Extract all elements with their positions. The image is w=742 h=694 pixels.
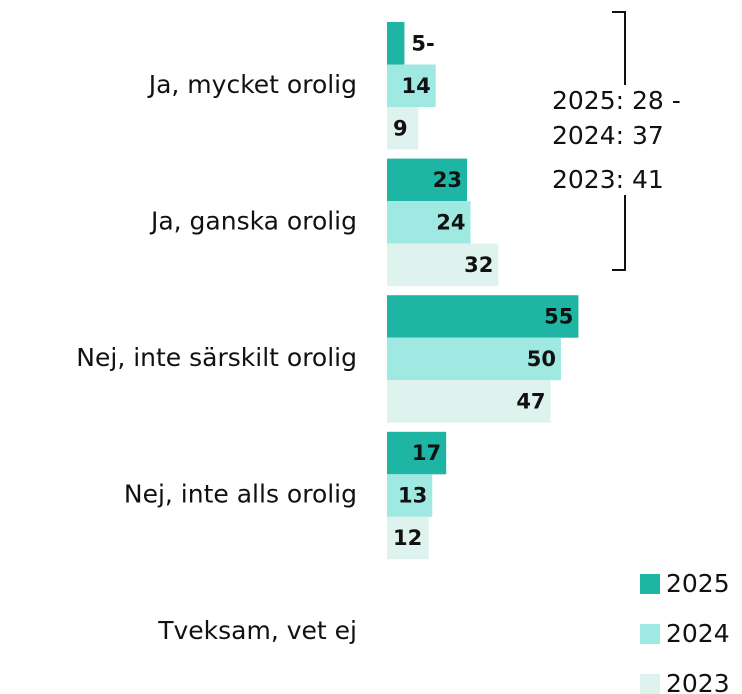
value-label: 12 <box>393 526 422 550</box>
annotation: 2023: 41 <box>552 165 664 194</box>
bar <box>387 431 447 475</box>
category-label: Ja, mycket orolig <box>147 70 357 99</box>
value-label: 17 <box>412 441 441 465</box>
annotation: 2025: 28 - <box>552 86 681 115</box>
value-label: 32 <box>464 253 493 277</box>
value-label: 24 <box>436 210 465 234</box>
legend-swatch <box>640 674 660 694</box>
legend-swatch <box>640 574 660 594</box>
annotation: 2024: 37 <box>552 121 664 150</box>
bar <box>387 22 405 65</box>
bar <box>387 64 436 107</box>
category-label: Nej, inte särskilt orolig <box>76 343 357 372</box>
value-label: 5- <box>411 31 434 55</box>
legend-label: 2024 <box>666 619 730 648</box>
bracket <box>612 11 626 271</box>
bar <box>387 201 471 244</box>
value-label: 23 <box>433 168 462 192</box>
legend-label: 2025 <box>666 569 730 598</box>
legend-label: 2023 <box>666 669 730 694</box>
bar <box>387 516 429 560</box>
value-label: 47 <box>516 389 545 413</box>
bar <box>387 107 419 150</box>
legend-swatch <box>640 624 660 644</box>
value-label: 9 <box>393 116 408 140</box>
value-label: 13 <box>398 484 427 508</box>
category-label: Tveksam, vet ej <box>157 616 357 645</box>
bar <box>387 474 433 517</box>
category-label: Ja, ganska orolig <box>149 206 357 235</box>
bar <box>387 337 561 381</box>
value-label: 55 <box>544 304 573 328</box>
value-label: 50 <box>527 347 556 371</box>
bar <box>387 158 468 202</box>
bar <box>387 295 579 338</box>
bar <box>387 380 551 423</box>
category-label: Nej, inte alls orolig <box>124 480 357 509</box>
bar <box>387 243 499 287</box>
value-label: 14 <box>401 74 430 98</box>
